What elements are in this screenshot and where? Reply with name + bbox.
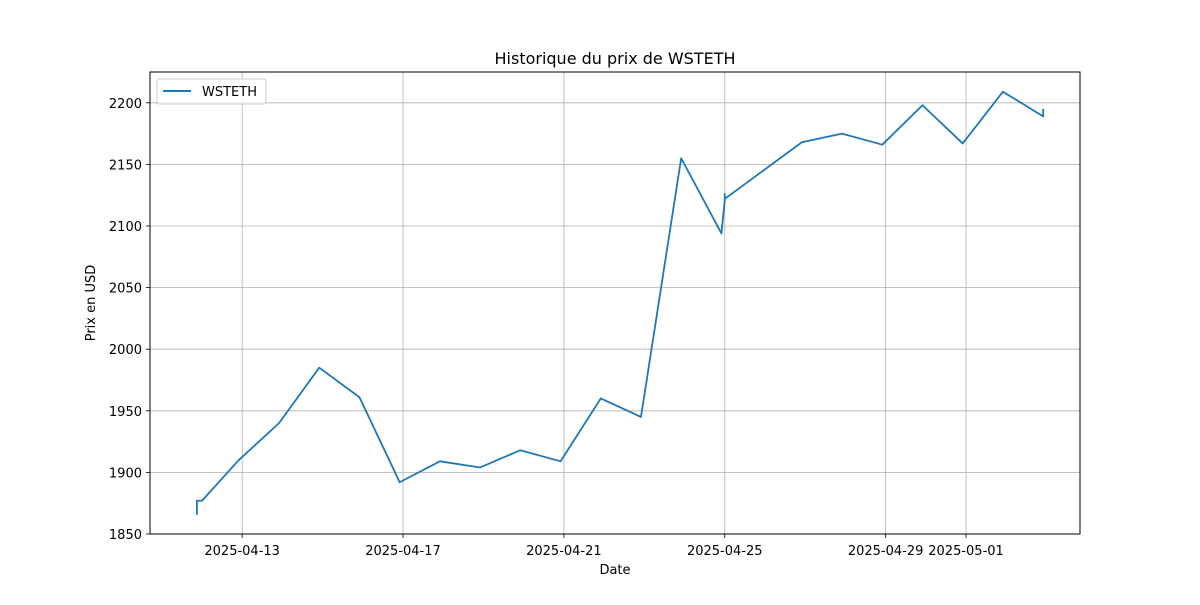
- x-tick-label: 2025-05-01: [928, 544, 1004, 559]
- y-tick-label: 2000: [109, 343, 142, 358]
- x-axis-label: Date: [599, 563, 630, 578]
- series-lines: [196, 90, 1045, 516]
- y-axis-label: Prix en USD: [84, 265, 99, 342]
- x-tick-label: 2025-04-13: [204, 544, 280, 559]
- y-ticks: 1850 1900 1950 2000 2050 2100 2150 2200: [109, 97, 150, 543]
- y-tick-label: 1950: [109, 405, 142, 420]
- series-line-wsteth: [196, 90, 1045, 516]
- x-tick-label: 2025-04-21: [526, 544, 602, 559]
- y-tick-label: 2100: [109, 220, 142, 235]
- y-tick-label: 2200: [109, 97, 142, 112]
- grid: [150, 72, 1080, 535]
- plot-frame: [149, 71, 1081, 535]
- chart-title: Historique du prix de WSTETH: [495, 49, 736, 68]
- y-tick-label: 2050: [109, 282, 142, 297]
- y-tick-label: 2150: [109, 158, 142, 173]
- x-tick-label: 2025-04-25: [687, 544, 763, 559]
- x-tick-label: 2025-04-17: [365, 544, 441, 559]
- legend: WSTETH: [156, 78, 267, 105]
- y-tick-label: 1850: [109, 528, 142, 543]
- x-ticks: 2025-04-13 2025-04-17 2025-04-21 2025-04-25…: [204, 534, 1004, 559]
- legend-box: [156, 78, 267, 105]
- legend-label-wsteth: WSTETH: [202, 85, 257, 100]
- y-tick-label: 1900: [109, 466, 142, 481]
- x-tick-label: 2025-04-29: [848, 544, 924, 559]
